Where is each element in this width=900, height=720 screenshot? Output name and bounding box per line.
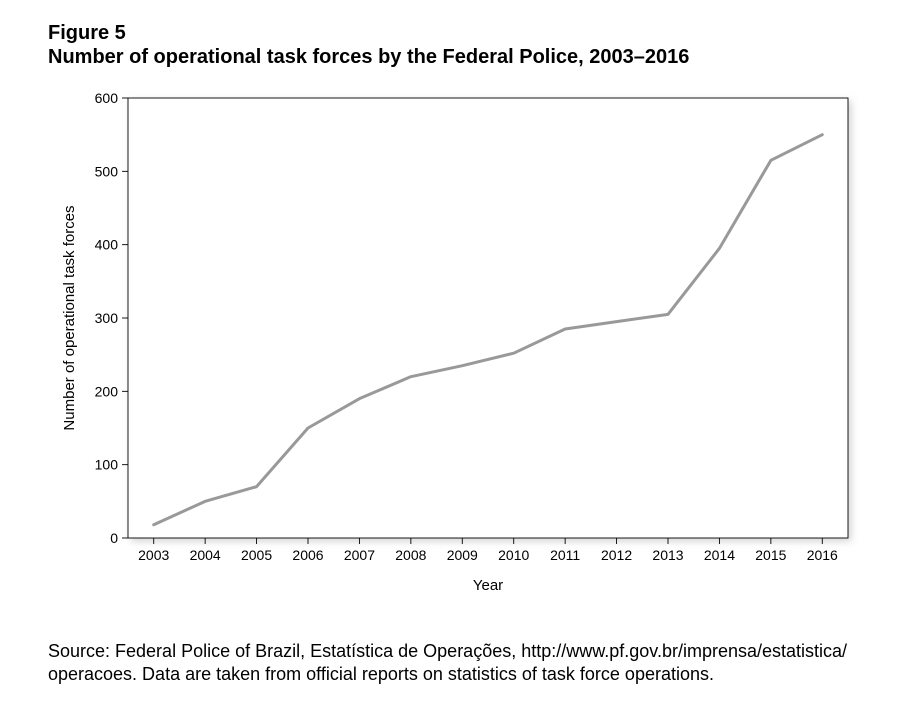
x-tick-label: 2010: [498, 547, 529, 563]
y-tick-label: 600: [95, 90, 119, 106]
x-tick-label: 2004: [190, 547, 221, 563]
x-tick-label: 2014: [704, 547, 735, 563]
chart-svg: 0 100 200 300 400 500 600 2003 2004 2005 2006 2007 2…: [48, 82, 868, 622]
y-tick-label: 200: [95, 383, 119, 399]
x-axis-label: Year: [473, 577, 503, 594]
line-chart: 0 100 200 300 400 500 600 2003 2004 2005 2006 2007 2…: [48, 82, 868, 622]
y-tick-label: 0: [110, 530, 118, 546]
y-tick-label: 100: [95, 457, 119, 473]
x-tick-label: 2013: [652, 547, 683, 563]
x-tick-label: 2003: [138, 547, 169, 563]
x-tick-label: 2007: [344, 547, 375, 563]
y-tick-label: 400: [95, 237, 119, 253]
x-tick-label: 2009: [447, 547, 478, 563]
figure-label: Figure 5: [48, 22, 126, 45]
y-tick-label: 300: [95, 310, 119, 326]
x-tick-label: 2012: [601, 547, 632, 563]
y-axis-label: Number of operational task forces: [61, 205, 78, 430]
y-tick-label: 500: [95, 163, 119, 179]
source-text: Source: Federal Police of Brazil, Estatí…: [48, 640, 868, 687]
x-tick-label: 2016: [807, 547, 838, 563]
x-tick-label: 2005: [241, 547, 272, 563]
x-tick-label: 2015: [755, 547, 786, 563]
figure-title: Number of operational task forces by the…: [48, 46, 689, 69]
x-tick-label: 2006: [292, 547, 323, 563]
x-tick-label: 2011: [550, 547, 580, 563]
x-tick-label: 2008: [395, 547, 426, 563]
